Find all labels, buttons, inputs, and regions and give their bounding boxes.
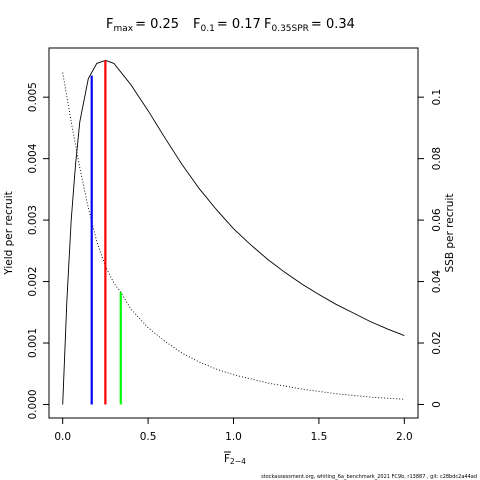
title-f01-value: = 0.17 <box>217 17 261 32</box>
right-y-tick-label: 0.1 <box>431 89 443 106</box>
x-tick-label: 0.5 <box>140 431 157 443</box>
right-y-axis: 0 0.02 0.04 0.06 0.08 0.1 <box>417 89 443 408</box>
title-f01-subscript: 0.1 <box>200 24 214 34</box>
title-f01-letter: F <box>193 17 200 32</box>
left-y-tick-label: 0.005 <box>27 82 39 112</box>
left-y-tick-label: 0.003 <box>27 205 39 235</box>
title-fmax-subscript: max <box>113 24 133 34</box>
y-axis-left-label: Yield per recruit <box>3 191 15 275</box>
chart-title: Fmax = 0.25 F0.1 = 0.17 F0.35SPR = 0.34 <box>106 17 355 34</box>
right-y-tick-label: 0.04 <box>431 270 443 294</box>
left-y-axis: 0.000 0.001 0.002 0.003 0.004 0.005 <box>27 82 50 420</box>
right-y-tick-label: 0 <box>431 401 443 408</box>
title-fmax: Fmax = 0.25 <box>106 17 179 34</box>
right-y-tick-label: 0.06 <box>431 208 443 232</box>
left-y-tick-label: 0.004 <box>27 143 39 173</box>
x-tick-label: 1.0 <box>225 431 242 443</box>
x-tick-label: 2.0 <box>396 431 413 443</box>
title-fmax-letter: F <box>106 17 113 32</box>
reference-lines <box>90 60 122 405</box>
title-f035spr: F0.35SPR = 0.34 <box>264 17 355 34</box>
title-f035spr-letter: F <box>264 17 271 32</box>
series-layer <box>62 59 405 405</box>
yield-per-recruit-line <box>62 59 405 405</box>
title-f035spr-value: = 0.34 <box>311 17 355 32</box>
title-f01: F0.1 = 0.17 <box>193 17 261 34</box>
x-axis-label: F2−4 <box>224 451 246 466</box>
y-axis-right-label: SSB per recruit <box>444 194 456 273</box>
title-f035spr-subscript: 0.35SPR <box>271 24 308 34</box>
footer-note: stockassessment.org, whiting_6a_benchmar… <box>261 474 477 480</box>
left-y-tick-label: 0.000 <box>27 389 39 419</box>
ssb-per-recruit-line <box>62 72 405 400</box>
x-axis-label-subscript: 2−4 <box>230 457 246 466</box>
x-axis-label-text: F2−4 <box>224 453 246 466</box>
x-axis: 0.0 0.5 1.0 1.5 2.0 <box>54 417 413 443</box>
left-y-tick-label: 0.001 <box>27 328 39 358</box>
left-y-tick-label: 0.002 <box>27 267 39 297</box>
right-y-tick-label: 0.02 <box>431 331 443 354</box>
title-fmax-value: = 0.25 <box>135 17 179 32</box>
x-axis-label-letter: F <box>224 453 230 465</box>
right-y-tick-label: 0.08 <box>431 147 443 170</box>
x-tick-label: 1.5 <box>311 431 328 443</box>
x-tick-label: 0.0 <box>54 431 71 443</box>
